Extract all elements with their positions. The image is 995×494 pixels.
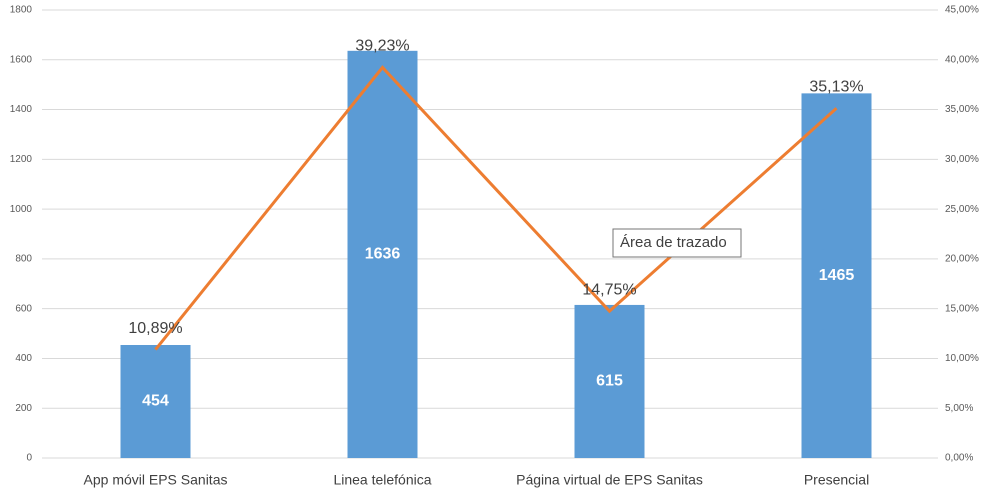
y-tick-label: 1400 xyxy=(10,104,33,115)
bar xyxy=(801,93,872,458)
y-tick-label: 800 xyxy=(15,254,32,265)
tooltip: Área de trazado xyxy=(612,228,742,258)
bar xyxy=(120,345,191,458)
point-label: 10,89% xyxy=(128,320,182,337)
y-tick-label: 400 xyxy=(15,353,32,364)
y-tick-label: 200 xyxy=(15,403,32,414)
bar-value-label: 1636 xyxy=(365,246,401,263)
y2-tick-label: 15,00% xyxy=(945,303,979,314)
point-label: 39,23% xyxy=(355,38,409,55)
line xyxy=(154,65,838,351)
y-tick-label: 600 xyxy=(15,303,32,314)
bar-value-label: 615 xyxy=(596,373,623,390)
x-tick-label: Presencial xyxy=(804,472,869,488)
y2-tick-label: 25,00% xyxy=(945,204,979,215)
y2-tick-label: 20,00% xyxy=(945,254,979,265)
y2-tick-label: 10,00% xyxy=(945,353,979,364)
y-tick-label: 1600 xyxy=(10,54,33,65)
tooltip-box xyxy=(612,228,742,258)
point-label: 35,13% xyxy=(809,78,863,95)
point-label: 14,75% xyxy=(582,281,636,298)
y2-tick-label: 5,00% xyxy=(945,403,973,414)
y2-tick-label: 45,00% xyxy=(945,5,979,16)
bar-value-label: 454 xyxy=(142,393,169,410)
x-tick-label: Página virtual de EPS Sanitas xyxy=(516,472,703,488)
y-tick-label: 1000 xyxy=(10,204,33,215)
y-tick-label: 1200 xyxy=(10,154,33,165)
y-tick-label: 0 xyxy=(26,453,32,464)
bar xyxy=(347,50,418,458)
y2-tick-label: 40,00% xyxy=(945,54,979,65)
y2-tick-label: 30,00% xyxy=(945,154,979,165)
x-tick-label: App móvil EPS Sanitas xyxy=(84,472,228,488)
y-tick-label: 1800 xyxy=(10,5,33,16)
tooltip-text: Área de trazado xyxy=(620,234,727,251)
y2-tick-label: 35,00% xyxy=(945,104,979,115)
x-tick-label: Linea telefónica xyxy=(333,472,431,488)
y2-tick-label: 0,00% xyxy=(945,453,973,464)
bar xyxy=(574,304,645,458)
bar-value-label: 1465 xyxy=(819,267,855,284)
